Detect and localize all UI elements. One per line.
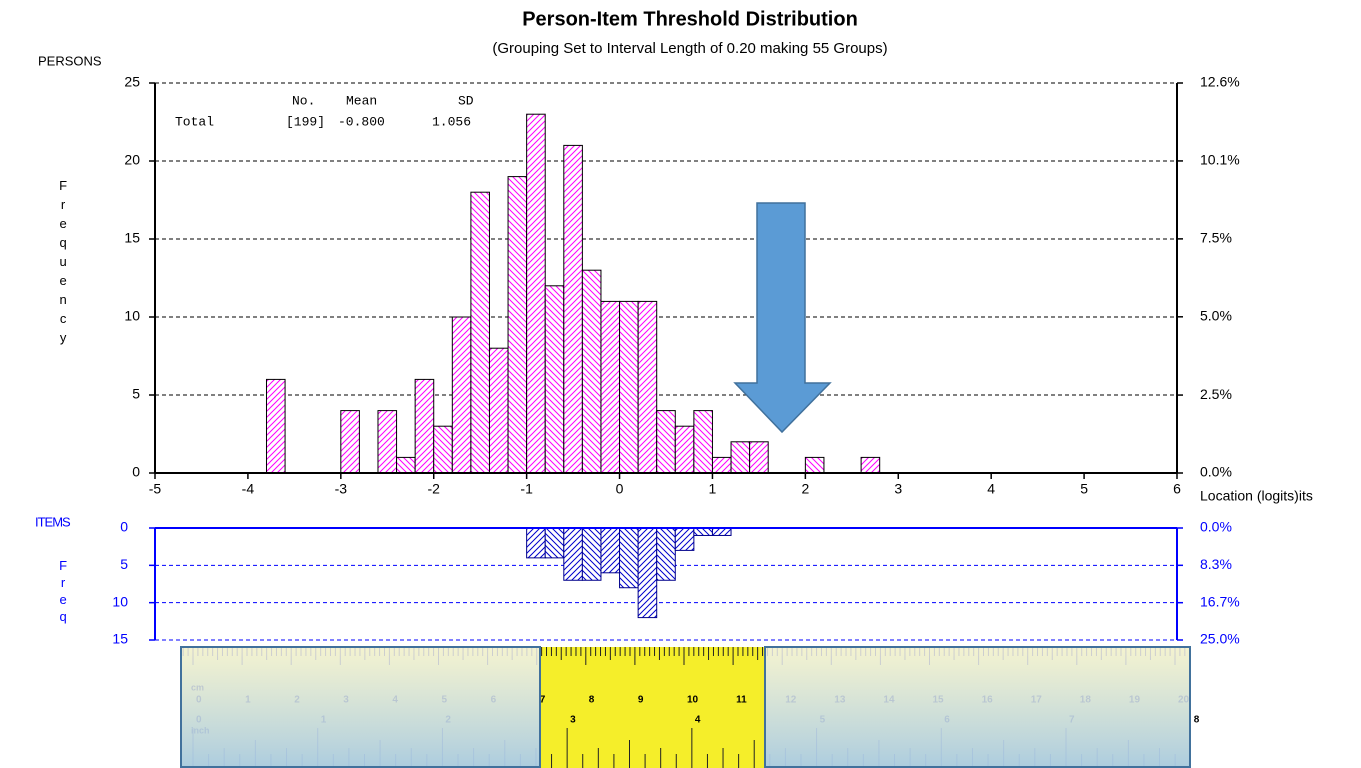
x-tick-label: 4 [987,481,995,497]
bar [600,300,621,474]
bar [730,441,751,474]
chart-subtitle: (Grouping Set to Interval Length of 0.20… [492,40,887,57]
y-tick-label: 20 [124,152,140,168]
y-tick-label: 5 [120,556,128,572]
ruler-cm-label: 10 [687,695,699,706]
bar [674,425,695,474]
arrow-annotation [733,202,832,434]
y2-tick-label: 0.0% [1200,519,1232,535]
bar [711,456,732,474]
y-axis-label: Frequency [56,178,71,349]
ruler-cm-label: 8 [589,695,595,706]
chart-title: Person-Item Threshold Distribution [522,8,858,30]
ruler-inch-label: 3 [570,715,576,726]
bar [526,113,546,474]
bar [377,410,398,474]
y2-tick-label: 0.0% [1200,464,1232,480]
ruler-cm-label: 11 [736,695,747,706]
y-tick-label: 15 [124,230,140,246]
stats-table: No. Mean SD Total [199] -0.800 1.056 [175,93,474,129]
y2-tick-label: 12.6% [1200,74,1240,90]
y2-tick-label: 10.1% [1200,152,1240,168]
y2-tick-label: 8.3% [1200,556,1232,572]
y-tick-label: 0 [132,464,140,480]
bar [804,456,825,474]
y2-tick-label: 7.5% [1200,230,1232,246]
bar [563,144,583,474]
y-tick-label: 5 [132,386,140,402]
bar [656,410,676,474]
x-tick-label: 5 [1080,481,1088,497]
x-tick-label: 3 [894,481,902,497]
y-tick-label: 0 [120,519,128,535]
y-tick-label: 25 [124,74,140,90]
x-tick-label: -1 [520,481,533,497]
x-tick-label: -3 [335,481,348,497]
bar [619,300,639,474]
group-label: PERSONS [38,53,102,68]
bar [433,425,453,474]
y2-tick-label: 2.5% [1200,386,1232,402]
y-tick-label: 10 [112,593,128,609]
stats-cell: -0.800 [338,114,385,129]
y2-tick-label: 25.0% [1200,631,1240,647]
ruler-inch-label: 4 [695,715,701,726]
bar [600,527,621,574]
x-tick-label: -4 [242,481,255,497]
bar [581,527,602,581]
bar [396,456,416,474]
bar [637,527,658,619]
y2-tick-label: 16.7% [1200,593,1240,609]
x-axis-label: Location (logits)its [1200,488,1313,504]
bar [488,347,509,474]
x-tick-label: -5 [149,481,162,497]
y-tick-label: 15 [112,631,128,647]
bar [544,527,565,559]
bar [693,410,713,474]
stats-header: SD [458,93,474,108]
bar [581,269,602,474]
stats-cell: 1.056 [432,114,471,129]
x-tick-label: 6 [1173,481,1181,497]
y-axis-label: Freq [56,558,71,626]
stats-cell: [199] [286,114,325,129]
bar [674,527,695,551]
x-tick-label: -2 [428,481,441,497]
bar [637,300,658,474]
stats-row-label: Total [175,114,214,129]
bar [507,176,528,474]
stats-header: No. [292,93,315,108]
group-label: ITEMS [35,514,71,529]
bar [340,410,360,474]
bar [563,527,583,581]
x-tick-label: 2 [801,481,809,497]
bar [451,316,472,474]
y-tick-label: 10 [124,308,140,324]
bar [619,527,639,589]
bar [711,527,732,536]
ruler-overlays [180,646,1191,768]
overlay-box [180,646,541,768]
bar [544,285,565,474]
y2-tick-label: 5.0% [1200,308,1232,324]
bar [526,527,546,559]
x-tick-label: 0 [616,481,624,497]
bar [414,378,435,474]
bar [693,527,713,536]
stats-header: Mean [346,93,377,108]
bar [860,456,881,474]
ruler-cm-label: 9 [638,695,644,706]
x-tick-label: 1 [709,481,717,497]
bar [656,527,676,581]
bar [265,378,286,474]
ruler-cm-label: 7 [540,695,546,706]
bar [470,191,490,474]
bar [749,441,769,474]
overlay-box [764,646,1191,768]
ruler-inch-label: 8 [1194,715,1200,726]
